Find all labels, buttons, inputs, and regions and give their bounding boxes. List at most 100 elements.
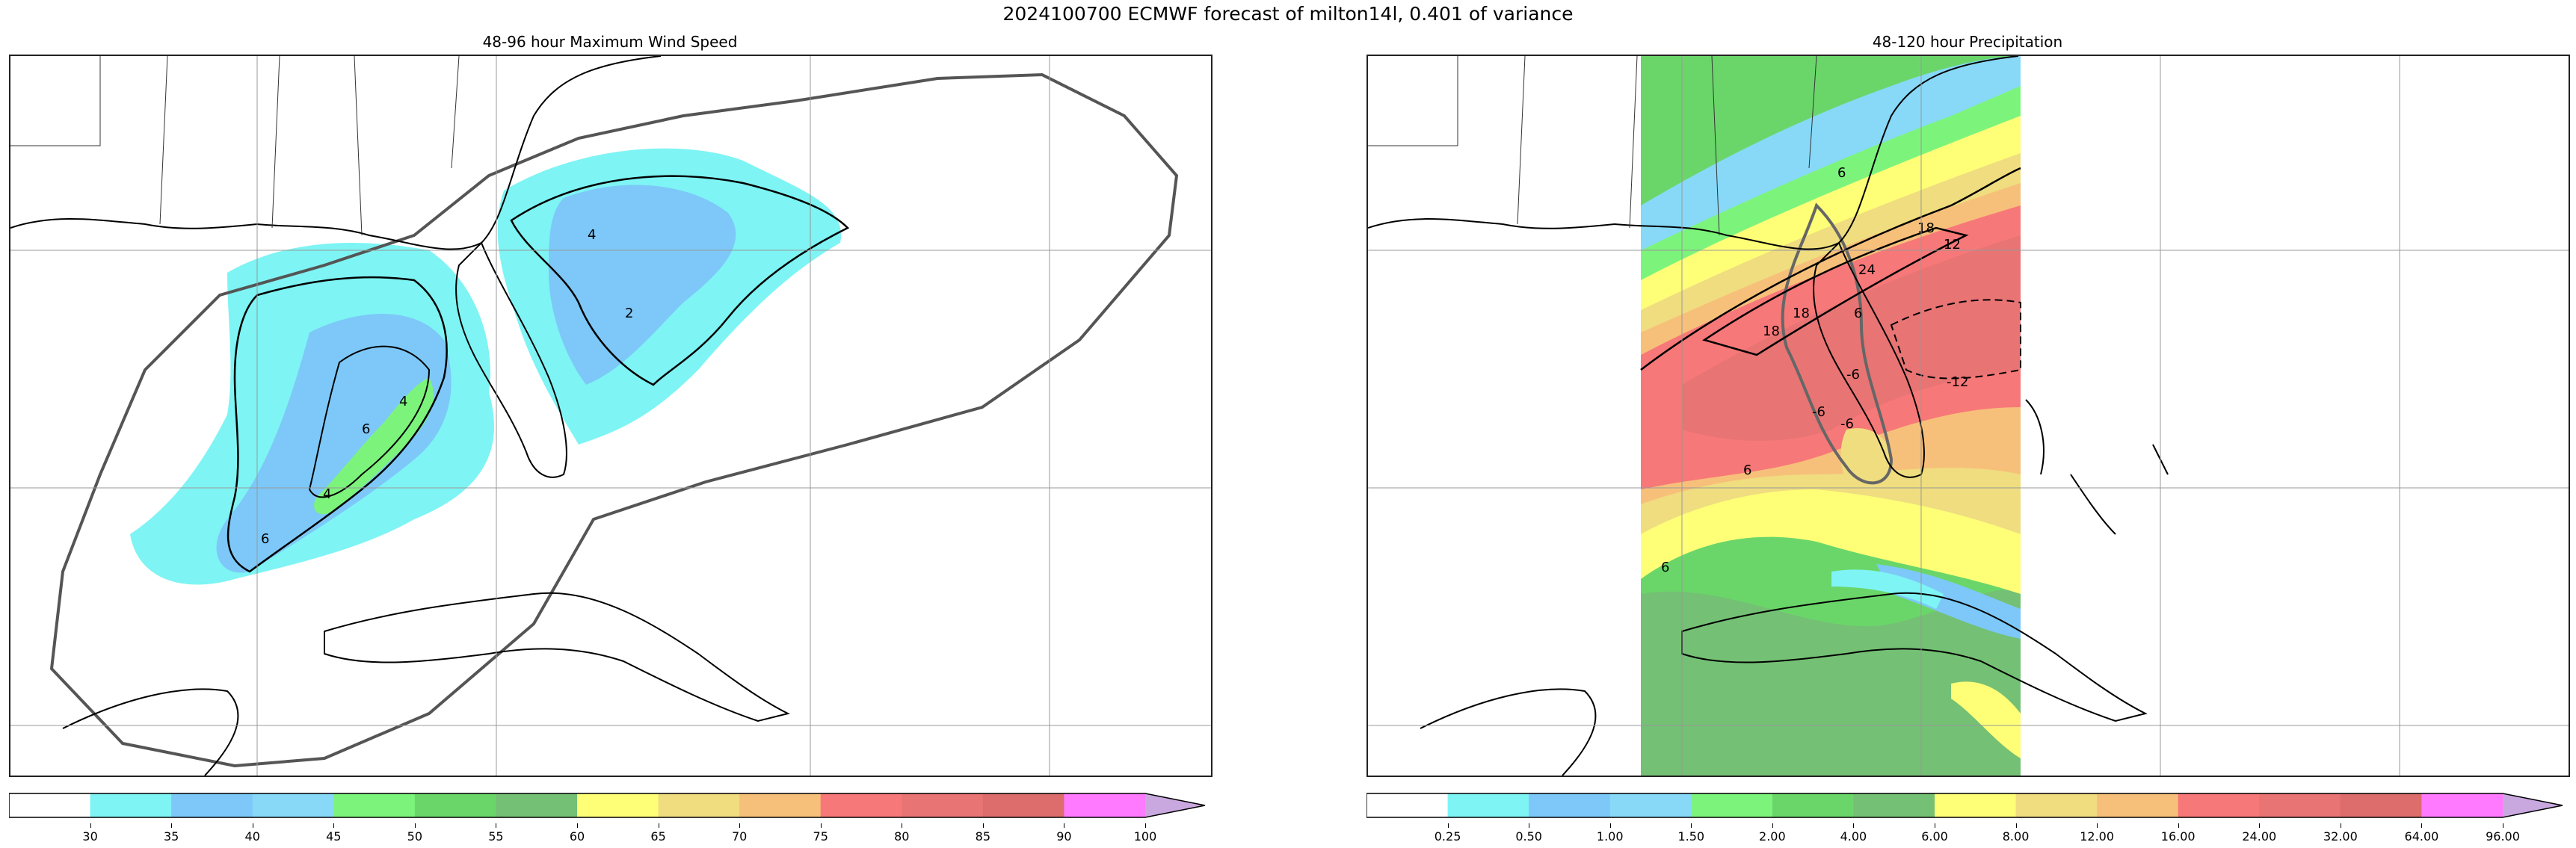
wind-contour-2 [227,276,448,573]
figure-title: 2024100700 ECMWF forecast of milton14l, … [1002,3,1574,25]
colorbar-tick-label: 64.00 [2404,829,2439,844]
state-borders [10,56,460,236]
colorbar-tick [2015,823,2017,828]
colorbar-swatch [2015,793,2098,817]
precip-contour-label: -6 [1812,404,1825,420]
wind-colorbar-labels: 30 35 40 45 50 55 60 65 70 75 80 85 90 100 [9,823,1212,846]
yucatan-outline-r [1420,688,1597,776]
wind-contour-label: 4 [399,394,407,409]
colorbar-tick-label: 65 [650,829,666,844]
precip-contour-label: 6 [1743,462,1751,478]
wind-map-svg: 4 2 4 6 4 6 [10,56,1211,776]
cuba-outline [324,592,790,722]
wind-colorbar: 30 35 40 45 50 55 60 65 70 75 80 85 90 100 [8,790,1212,847]
colorbar-tick [1772,823,1773,828]
colorbar-tick-label: 0.25 [1434,829,1461,844]
wind-contour-label: 4 [323,486,331,502]
colorbar-tick [577,823,578,828]
colorbar-swatch [2259,793,2341,817]
colorbar-extend-arrow [2503,793,2563,817]
precip-contour-label: -6 [1846,367,1860,383]
colorbar-swatch [820,793,902,817]
colorbar-swatch [1529,793,1611,817]
colorbar-tick [90,823,91,828]
colorbar-tick [2259,823,2261,828]
precip-contour-1 [1640,167,2021,371]
colorbar-tick [1853,823,1855,828]
wind-contour-label: 6 [261,531,269,547]
colorbar-outline [8,793,1206,818]
colorbar-tick-label: 32.00 [2323,829,2358,844]
colorbar-swatch [2340,793,2422,817]
wind-shade-35 [216,314,452,573]
gulf-coast [10,56,662,250]
colorbar-tick [2097,823,2098,828]
colorbar-tick-label: 30 [82,829,98,844]
colorbar-tick [739,823,741,828]
colorbar-swatch [1366,793,1449,817]
colorbar-swatch [577,793,659,817]
colorbar-swatch [2178,793,2260,817]
colorbar-extend-arrow [1145,793,1205,817]
colorbar-tick [1691,823,1692,828]
colorbar-swatch [90,793,172,817]
wind-contour-label: 4 [588,227,596,243]
precip-colorbar-labels: 0.25 0.50 1.00 1.50 2.00 4.00 6.00 8.00 12.00 16.… [1366,823,2570,846]
colorbar-tick-label: 45 [326,829,342,844]
colorbar-tick-label: 24.00 [2242,829,2277,844]
precip-contour-label: 6 [1854,306,1862,321]
colorbar-swatch [252,793,334,817]
bahamas-outline [2025,399,2169,535]
colorbar-tick [333,823,335,828]
colorbar-tick [2421,823,2423,828]
colorbar-tick [1145,823,1146,828]
gulf-coast-r [1368,56,2019,250]
precip-boundary [1781,202,1894,485]
cuba-outline-r [1681,592,2148,722]
colorbar-tick [982,823,984,828]
colorbar-tick-label: 60 [569,829,585,844]
colorbar-tick-label: 12.00 [2080,829,2115,844]
colorbar-tick [1609,823,1611,828]
precipitation-map[interactable]: 6 18 12 24 18 18 6 -12 -6 6 -6 6 -6 [1366,55,2570,777]
colorbar-swatch [902,793,984,817]
wind-contour-label: 2 [625,306,633,321]
right-gridlines [1368,56,2569,776]
colorbar-swatch [982,793,1064,817]
colorbar-swatch [333,793,416,817]
colorbar-swatch [496,793,578,817]
colorbar-tick-label: 8.00 [2002,829,2030,844]
colorbar-swatch [171,793,253,817]
colorbar-tick-label: 0.50 [1515,829,1542,844]
colorbar-tick-label: 16.00 [2160,829,2196,844]
colorbar-swatch [1691,793,1773,817]
colorbar-swatch [658,793,740,817]
precip-contour-label: 6 [1837,165,1846,181]
colorbar-tick-label: 70 [731,829,748,844]
precip-contour-label: 6 [1661,560,1669,575]
colorbar-tick-label: 75 [813,829,828,844]
precip-contour-2 [1702,226,1969,356]
colorbar-swatch [1935,793,2017,817]
wind-contour-label: 6 [362,421,370,437]
colorbar-tick-label: 100 [1133,829,1157,844]
colorbar-outline [1366,793,2563,818]
precip-contour-label: 18 [1793,306,1810,321]
precip-contour-neg [1890,299,2021,380]
wind-shade-45 [314,377,434,515]
analysis-boundary [49,72,1179,768]
precip-contour-label: -6 [1840,416,1854,432]
colorbar-tick-label: 85 [975,829,991,844]
colorbar-tick-label: 2.00 [1759,829,1786,844]
wind-colorbar-swatches [8,793,1206,818]
yucatan-outline [62,688,239,776]
florida-peninsula [455,241,567,478]
wind-speed-map[interactable]: 4 2 4 6 4 6 [9,55,1212,777]
wind-contour-1 [510,175,850,386]
colorbar-tick [1447,823,1449,828]
precip-colorbar: 0.25 0.50 1.00 1.50 2.00 4.00 6.00 8.00 12.00 16.… [1366,790,2570,847]
florida-peninsula-r [1813,241,1925,478]
colorbar-tick [2178,823,2179,828]
colorbar-tick-label: 35 [163,829,179,844]
colorbar-tick-label: 50 [407,829,423,844]
